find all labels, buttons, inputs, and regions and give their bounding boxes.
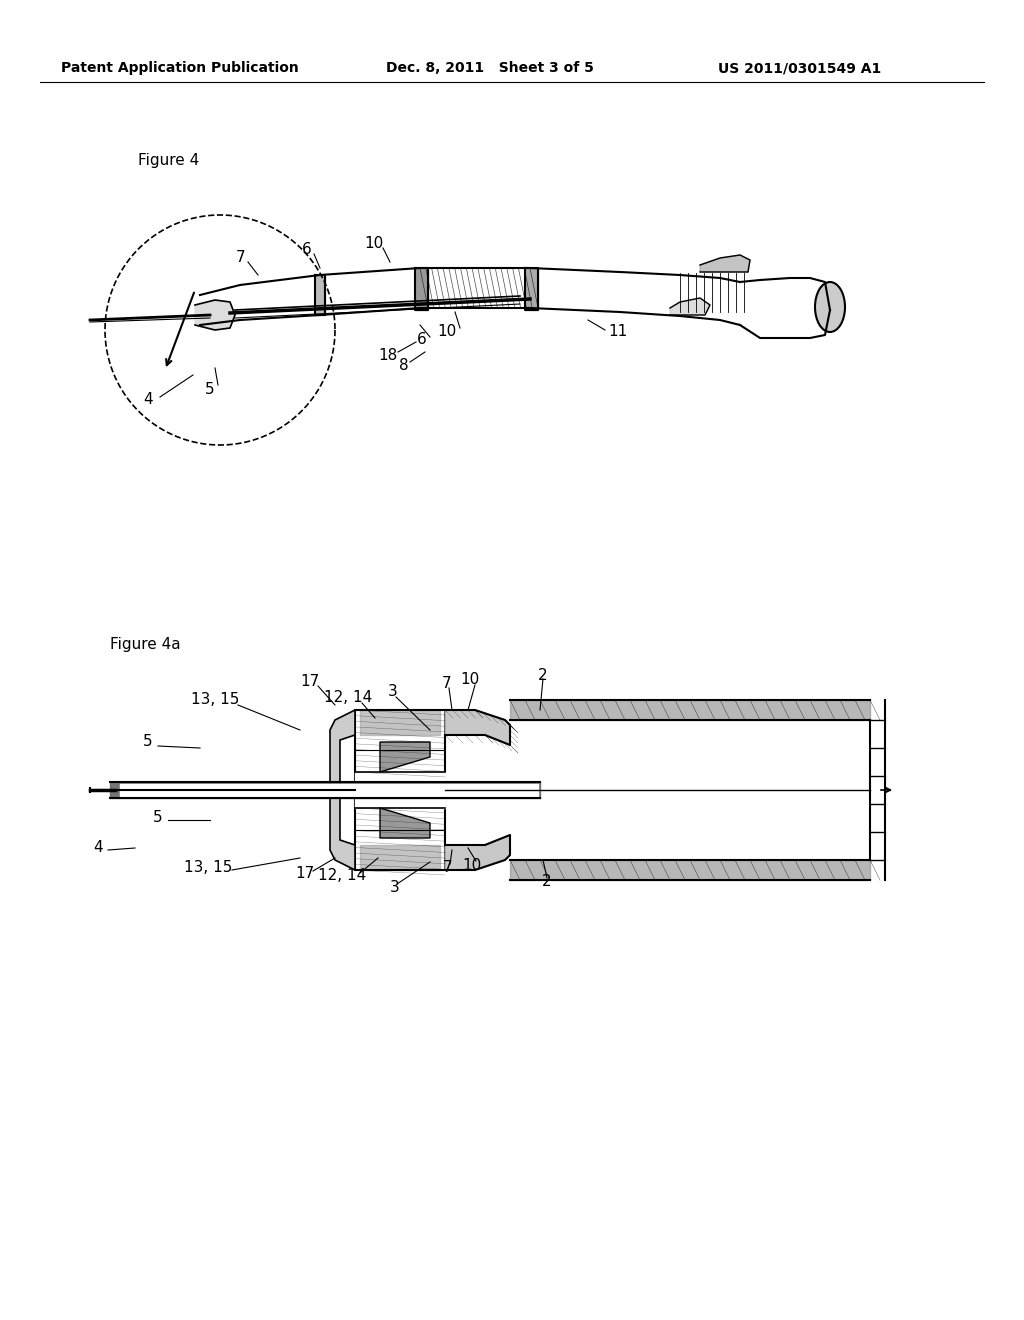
Text: 10: 10: [365, 236, 384, 252]
Text: 18: 18: [379, 347, 397, 363]
Text: Figure 4: Figure 4: [138, 153, 200, 168]
Polygon shape: [700, 255, 750, 272]
Text: 7: 7: [442, 676, 452, 690]
Text: 10: 10: [461, 672, 479, 688]
Ellipse shape: [815, 282, 845, 333]
Polygon shape: [415, 268, 428, 310]
Polygon shape: [445, 836, 510, 870]
Text: 5: 5: [205, 383, 215, 397]
Text: 13, 15: 13, 15: [184, 861, 232, 875]
Text: 10: 10: [463, 858, 481, 873]
Text: 11: 11: [608, 325, 628, 339]
Polygon shape: [380, 808, 430, 838]
Text: Figure 4a: Figure 4a: [110, 638, 180, 652]
Text: 7: 7: [443, 861, 453, 875]
Text: 6: 6: [417, 333, 427, 347]
Text: 5: 5: [143, 734, 153, 750]
Text: 10: 10: [437, 325, 457, 339]
Polygon shape: [525, 268, 538, 310]
Text: 7: 7: [237, 251, 246, 265]
Polygon shape: [380, 742, 430, 772]
Text: 2: 2: [539, 668, 548, 682]
Text: 12, 14: 12, 14: [317, 867, 367, 883]
Text: 8: 8: [399, 359, 409, 374]
Text: 4: 4: [143, 392, 153, 408]
Text: 2: 2: [542, 874, 552, 890]
Text: US 2011/0301549 A1: US 2011/0301549 A1: [719, 61, 882, 75]
Polygon shape: [315, 275, 325, 315]
Text: Patent Application Publication: Patent Application Publication: [61, 61, 299, 75]
Text: 4: 4: [93, 841, 102, 855]
Text: 6: 6: [302, 243, 312, 257]
Text: 17: 17: [295, 866, 314, 880]
Text: 3: 3: [390, 880, 400, 895]
Text: 17: 17: [300, 675, 319, 689]
Text: Dec. 8, 2011   Sheet 3 of 5: Dec. 8, 2011 Sheet 3 of 5: [386, 61, 594, 75]
Polygon shape: [330, 710, 355, 870]
Polygon shape: [445, 710, 510, 744]
Text: 5: 5: [154, 810, 163, 825]
Text: 12, 14: 12, 14: [324, 690, 372, 705]
Text: 13, 15: 13, 15: [190, 693, 240, 708]
Polygon shape: [670, 298, 710, 315]
Text: 3: 3: [388, 685, 398, 700]
Polygon shape: [195, 300, 234, 330]
